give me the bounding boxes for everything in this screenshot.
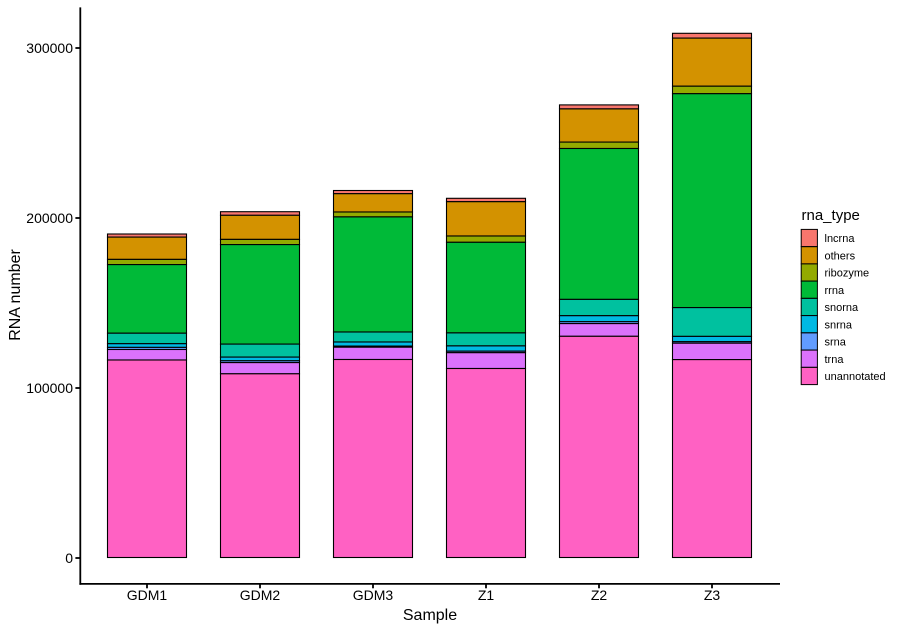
svg-text:snrna: snrna [825, 319, 853, 331]
svg-text:Sample: Sample [403, 607, 457, 624]
svg-text:RNA number: RNA number [7, 249, 24, 341]
svg-text:Z2: Z2 [591, 587, 608, 603]
svg-text:GDM3: GDM3 [353, 587, 394, 603]
svg-text:Z1: Z1 [478, 587, 495, 603]
svg-text:srna: srna [825, 337, 847, 349]
svg-text:0: 0 [65, 550, 73, 566]
svg-text:100000: 100000 [26, 380, 73, 396]
svg-text:GDM2: GDM2 [240, 587, 281, 603]
svg-text:rna_type: rna_type [802, 207, 860, 224]
svg-text:snorna: snorna [825, 302, 860, 314]
svg-text:300000: 300000 [26, 40, 73, 56]
svg-text:trna: trna [825, 354, 845, 366]
svg-text:200000: 200000 [26, 210, 73, 226]
svg-text:others: others [825, 250, 856, 262]
svg-text:lncrna: lncrna [825, 233, 856, 245]
svg-text:Z3: Z3 [704, 587, 721, 603]
svg-text:rrna: rrna [825, 285, 845, 297]
svg-text:unannotated: unannotated [825, 371, 886, 383]
svg-text:ribozyme: ribozyme [825, 268, 870, 280]
svg-text:GDM1: GDM1 [127, 587, 168, 603]
